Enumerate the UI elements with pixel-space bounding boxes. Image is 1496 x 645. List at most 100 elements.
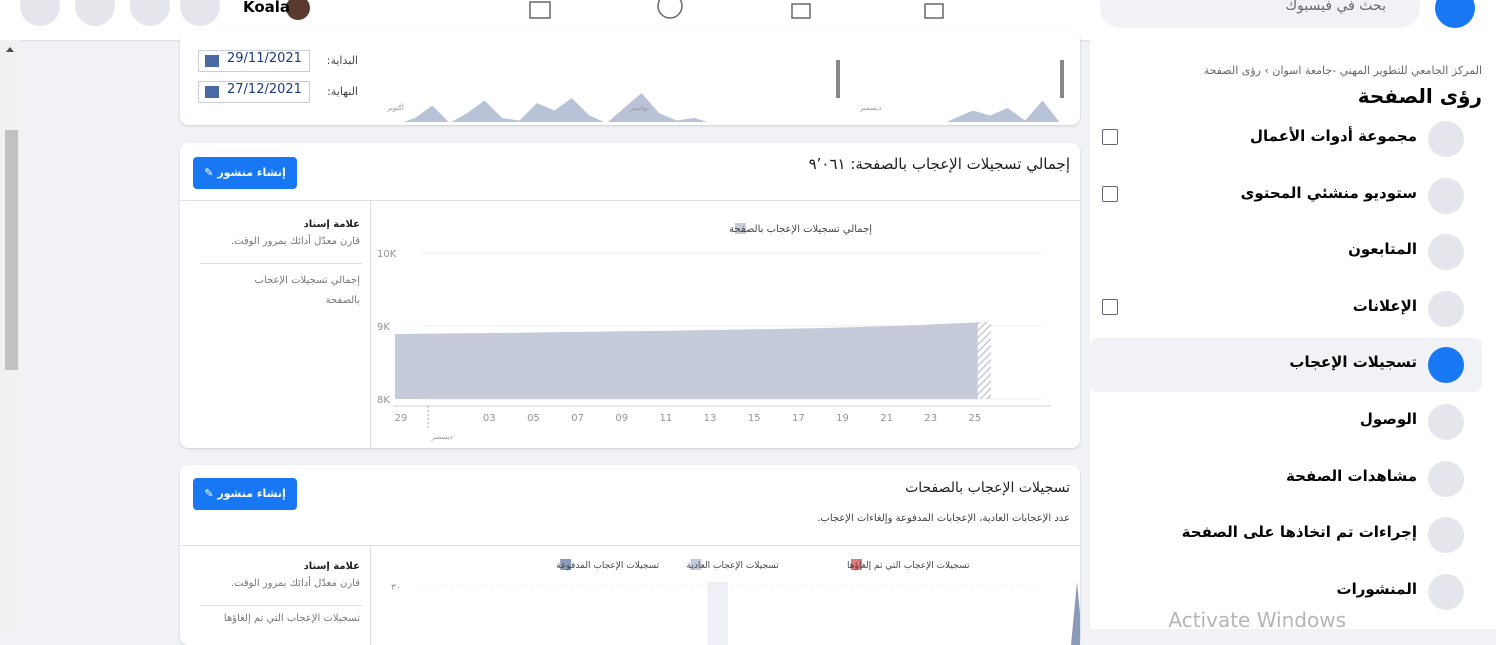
- sidebar-item[interactable]: تسجيلات الإعجاب: [1090, 338, 1482, 392]
- month-label: ديسمبر: [859, 104, 881, 112]
- create-post-button[interactable]: إنشاء منشور ✎: [193, 157, 297, 189]
- nav-icon[interactable]: [925, 4, 943, 18]
- end-label: النهاية:: [327, 85, 358, 98]
- apps-button[interactable]: [180, 0, 220, 26]
- nav-icon[interactable]: [792, 4, 810, 18]
- sidebar-item[interactable]: ستوديو منشئي المحتوى: [1090, 169, 1482, 223]
- notifications-button[interactable]: [130, 0, 170, 26]
- card-title: إجمالي تسجيلات الإعجاب بالصفحة: ٩٬٠٦١: [809, 155, 1070, 173]
- breakdown-chart: تسجيلات الإعجاب التي تم إلغاؤها تسجيلات ا…: [371, 546, 1080, 645]
- item-label: المنشورات: [1337, 580, 1417, 598]
- external-link-icon[interactable]: [1102, 299, 1118, 315]
- item-icon: [1428, 178, 1464, 214]
- legend-label: تسجيلات الإعجاب المدفوعة: [556, 561, 659, 571]
- sidebar-item[interactable]: مشاهدات الصفحة: [1090, 452, 1482, 506]
- band: [708, 582, 728, 645]
- legend-label: تسجيلات الإعجاب العادية: [687, 561, 780, 571]
- x-tick-label: 09: [615, 413, 628, 424]
- sidebar-item[interactable]: المتابعون: [1090, 225, 1482, 279]
- partial-area: [978, 322, 991, 399]
- external-link-icon[interactable]: [1102, 129, 1118, 145]
- x-tick-label: 11: [660, 413, 673, 424]
- benchmark-metric: إجمالي تسجيلات الإعجاب بالصفحة: [240, 271, 360, 311]
- item-icon: [1428, 461, 1464, 497]
- y-tick-label: 10K: [377, 249, 397, 260]
- item-label: إجراءات تم اتخاذها على الصفحة: [1182, 523, 1417, 541]
- create-post-button[interactable]: إنشاء منشور ✎: [193, 478, 297, 510]
- x-tick-label: 03: [483, 413, 496, 424]
- spike: [1071, 582, 1080, 645]
- x-tick-label: 07: [571, 413, 584, 424]
- sidebar-item[interactable]: الوصول: [1090, 395, 1482, 449]
- x-tick-label: 15: [748, 413, 761, 424]
- start-date-text: 29/11/2021: [227, 51, 302, 66]
- x-tick-label: 25: [969, 413, 982, 424]
- area: [395, 322, 991, 399]
- item-icon: [1428, 517, 1464, 553]
- messenger-button[interactable]: [75, 0, 115, 26]
- item-label: الوصول: [1360, 410, 1417, 428]
- item-icon: [1428, 121, 1464, 157]
- overview-area: [380, 93, 1060, 122]
- sidebar-item[interactable]: الإعلانات: [1090, 282, 1482, 336]
- start-date[interactable]: 29/11/2021: [198, 50, 310, 72]
- likes-chart: إجمالي تسجيلات الإعجاب بالصفحة 8K 9K 10K 29 0…: [371, 201, 1080, 447]
- search-placeholder[interactable]: بحث في فيسبوك: [1286, 0, 1386, 14]
- benchmark-metric: تسجيلات الإعجاب التي تم إلغاؤها: [224, 613, 360, 624]
- y-tick-label: 8K: [377, 395, 390, 406]
- month-label: نوفمبر: [629, 104, 649, 112]
- end-date[interactable]: 27/12/2021: [198, 81, 310, 103]
- breadcrumb[interactable]: المركز الجامعي للتطوير المهني -جامعة اسو…: [1204, 64, 1482, 77]
- scrollbar-thumb[interactable]: [5, 130, 18, 370]
- date-range-card: البداية: 29/11/2021 النهاية: 27/12/2021 …: [180, 30, 1080, 125]
- sidebar-item[interactable]: إجراءات تم اتخاذها على الصفحة: [1090, 508, 1482, 562]
- card-title: تسجيلات الإعجاب بالصفحات: [905, 480, 1070, 496]
- start-label: البداية:: [327, 54, 358, 67]
- item-label: المتابعون: [1348, 240, 1417, 258]
- item-label: ستوديو منشئي المحتوى: [1241, 184, 1417, 202]
- scrollbar: [0, 40, 20, 629]
- breakdown-card: تسجيلات الإعجاب بالصفحات عدد الإعجابات ا…: [180, 465, 1080, 645]
- legend-label: تسجيلات الإعجاب التي تم إلغاؤها: [847, 561, 970, 571]
- benchmark-text: قارن معدّل أدائك بمرور الوقت.: [231, 236, 360, 247]
- overview-chart: أكتوبر نوفمبر ديسمبر: [375, 42, 1070, 122]
- sidebar: المركز الجامعي للتطوير المهني -جامعة اسو…: [1090, 40, 1496, 629]
- scroll-arrow[interactable]: [5, 45, 15, 53]
- y-tick-label: 9K: [377, 322, 390, 333]
- external-link-icon[interactable]: [1102, 186, 1118, 202]
- divider: [200, 605, 362, 606]
- facebook-logo[interactable]: [1435, 0, 1475, 28]
- item-icon: [1428, 347, 1464, 383]
- item-label: مشاهدات الصفحة: [1286, 467, 1417, 485]
- menu-button[interactable]: [20, 0, 60, 26]
- benchmark-title: علامة إسناد: [304, 561, 360, 572]
- card-subtitle: عدد الإعجابات العادية، الإعجابات المدفوع…: [817, 513, 1070, 524]
- benchmark-text: قارن معدّل أدائك بمرور الوقت.: [231, 578, 360, 589]
- sidebar-item[interactable]: مجموعة أدوات الأعمال: [1090, 112, 1482, 166]
- x-tick-label: 13: [704, 413, 717, 424]
- y-tick-label: ٣٠: [391, 583, 401, 593]
- legend-label: إجمالي تسجيلات الإعجاب بالصفحة: [729, 224, 872, 235]
- button-text: إنشاء منشور: [217, 487, 285, 500]
- month-label: أكتوبر: [386, 103, 404, 112]
- item-icon: [1428, 574, 1464, 610]
- profile-name[interactable]: Koala: [243, 0, 290, 16]
- x-tick-label: 05: [527, 413, 540, 424]
- x-tick-label: 29: [395, 413, 408, 424]
- month-label: ديسمبر: [430, 433, 452, 441]
- x-tick-label: 21: [880, 413, 893, 424]
- item-icon: [1428, 291, 1464, 327]
- x-tick-label: 17: [792, 413, 805, 424]
- nav-icon[interactable]: [658, 0, 682, 18]
- item-icon: [1428, 234, 1464, 270]
- item-label: مجموعة أدوات الأعمال: [1250, 127, 1417, 145]
- benchmark-title: علامة إسناد: [304, 219, 360, 230]
- watermark: Activate Windows: [1168, 608, 1346, 632]
- button-text: إنشاء منشور: [217, 166, 285, 179]
- item-label: تسجيلات الإعجاب: [1289, 353, 1417, 371]
- sidebar-title: رؤى الصفحة: [1358, 84, 1482, 108]
- likes-card: إجمالي تسجيلات الإعجاب بالصفحة: ٩٬٠٦١ إن…: [180, 143, 1080, 448]
- x-tick-label: 23: [924, 413, 937, 424]
- nav-icon[interactable]: [530, 2, 550, 18]
- item-label: الإعلانات: [1353, 297, 1417, 315]
